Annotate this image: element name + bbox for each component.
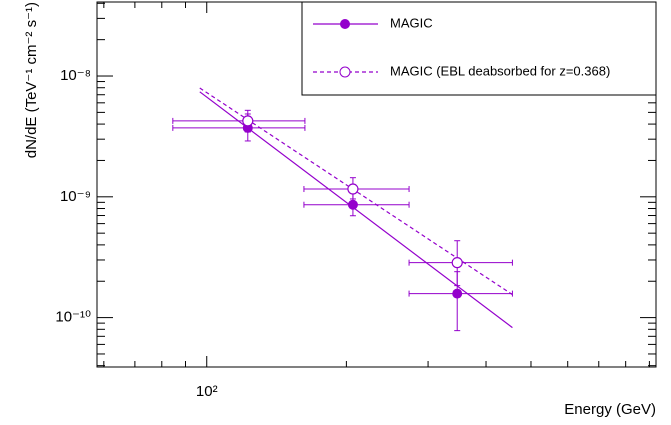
y-tick-label: 10⁻⁸: [60, 67, 91, 84]
legend-label: MAGIC: [390, 15, 433, 30]
x-axis-title: Energy (GeV): [564, 401, 656, 418]
data-point: [347, 199, 358, 210]
data-point: [452, 288, 463, 299]
fit-line: [199, 91, 513, 329]
legend-marker: [339, 66, 351, 78]
y-tick-label: 10⁻¹⁰: [55, 309, 91, 326]
y-axis-title: dN/dE (TeV⁻¹ cm⁻² s⁻¹): [23, 2, 40, 158]
y-tick-label: 10⁻⁹: [60, 188, 91, 205]
data-point: [347, 183, 359, 195]
x-tick-label: 10²: [196, 383, 218, 400]
data-point: [451, 257, 463, 269]
legend-label: MAGIC (EBL deabsorbed for z=0.368): [390, 63, 610, 78]
legend-marker: [340, 19, 350, 29]
data-point: [242, 115, 254, 127]
legend-box: [301, 1, 657, 96]
